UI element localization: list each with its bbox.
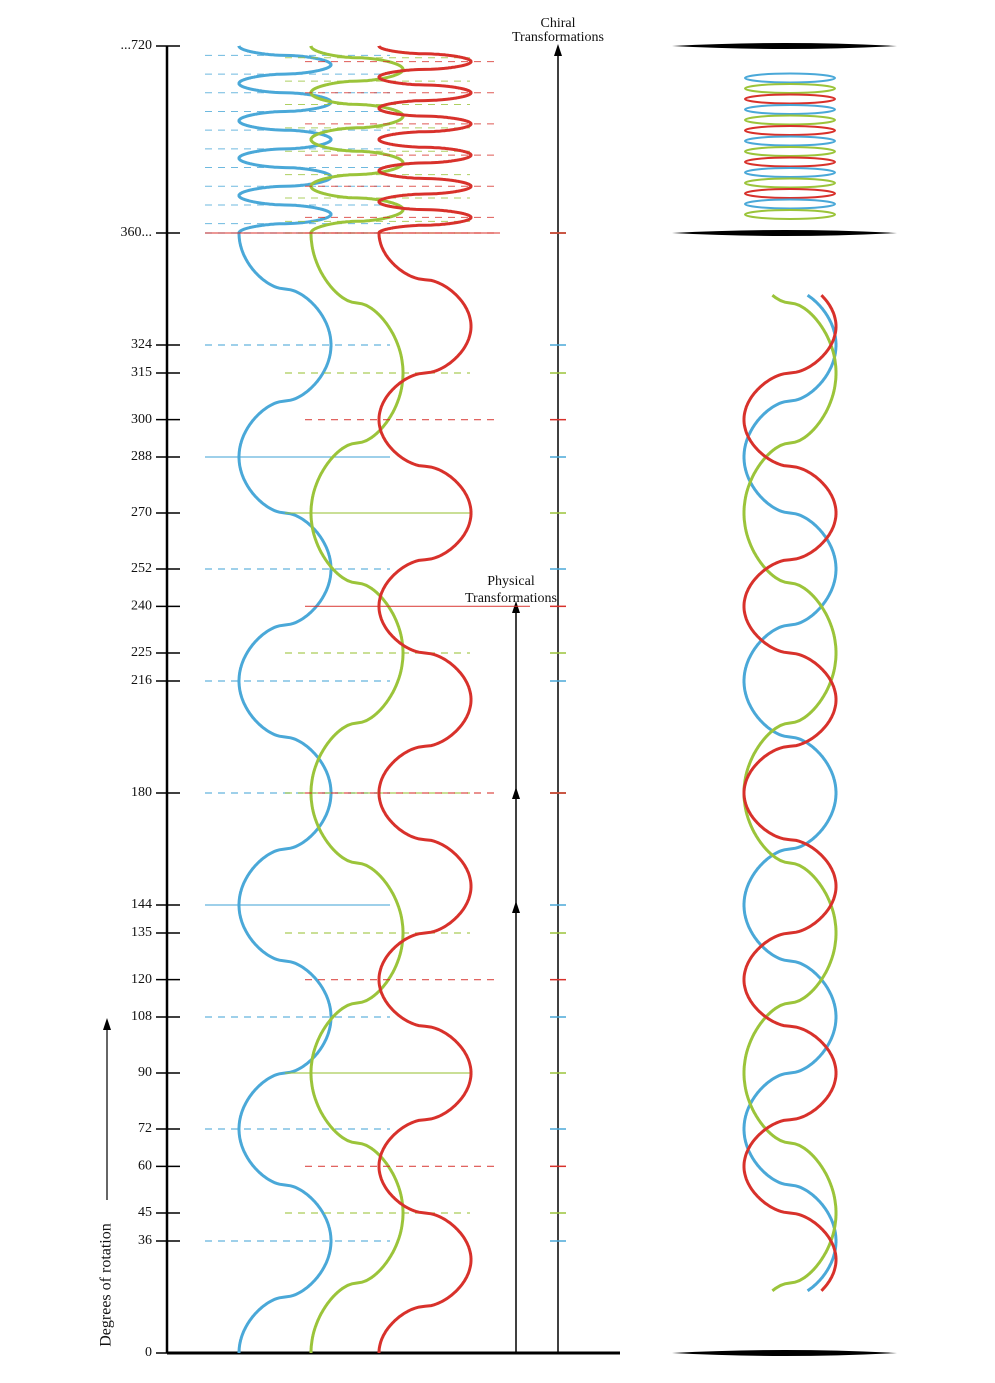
axis-tick-label: 144 [131,897,152,912]
coil [744,156,836,168]
axis-tick-label: 120 [131,972,152,987]
axis-tick-label: 315 [131,365,152,380]
axis-tick-label: 324 [131,337,152,352]
coil [744,135,836,147]
annotation: Physical [487,574,535,589]
coil [744,177,836,189]
axis-tick-label: 225 [131,645,152,660]
axis-tick-label: 90 [138,1065,152,1080]
coil [744,114,836,126]
axis-tick-label: 240 [131,599,152,614]
axis-tick-label: 288 [131,449,152,464]
axis-tick-label: 72 [138,1121,152,1136]
axis-tick-label: 252 [131,561,152,576]
wave [237,45,333,1353]
axis-tick-label: 360... [121,225,153,240]
coil [744,125,836,136]
axis-tick-label: 108 [131,1009,152,1024]
coil [744,167,836,178]
coil [744,188,836,199]
axis-tick-label: ...720 [121,38,153,53]
axis-tick-label: 36 [138,1233,152,1248]
annotation: Transformations [512,30,604,45]
arrow-head [103,1018,111,1030]
helix [742,293,838,1293]
axis-tick-label: 135 [131,925,152,940]
axis-tick-label: 60 [138,1159,152,1174]
annotation: Transformations [465,591,557,606]
wave [309,45,405,1353]
coil [744,146,836,157]
helix [742,294,838,1292]
axis-tick-label: 0 [145,1345,152,1360]
axis-tick-label: 270 [131,505,152,520]
coil [744,93,836,105]
arrow-head [554,44,562,56]
wave [377,45,473,1353]
helix [742,294,838,1292]
plates [672,43,897,1356]
axis-title: Degrees of rotation [98,1223,115,1347]
axis-tick-label: 216 [131,673,152,688]
axis-tick-label: 45 [138,1205,152,1220]
coil [744,104,836,115]
axis-tick-label: 300 [131,412,152,427]
axis-tick-label: 180 [131,785,152,800]
coil [744,72,836,84]
coil [744,198,836,210]
coil [744,83,836,94]
coil [744,209,836,220]
annotation: Chiral [541,16,576,31]
